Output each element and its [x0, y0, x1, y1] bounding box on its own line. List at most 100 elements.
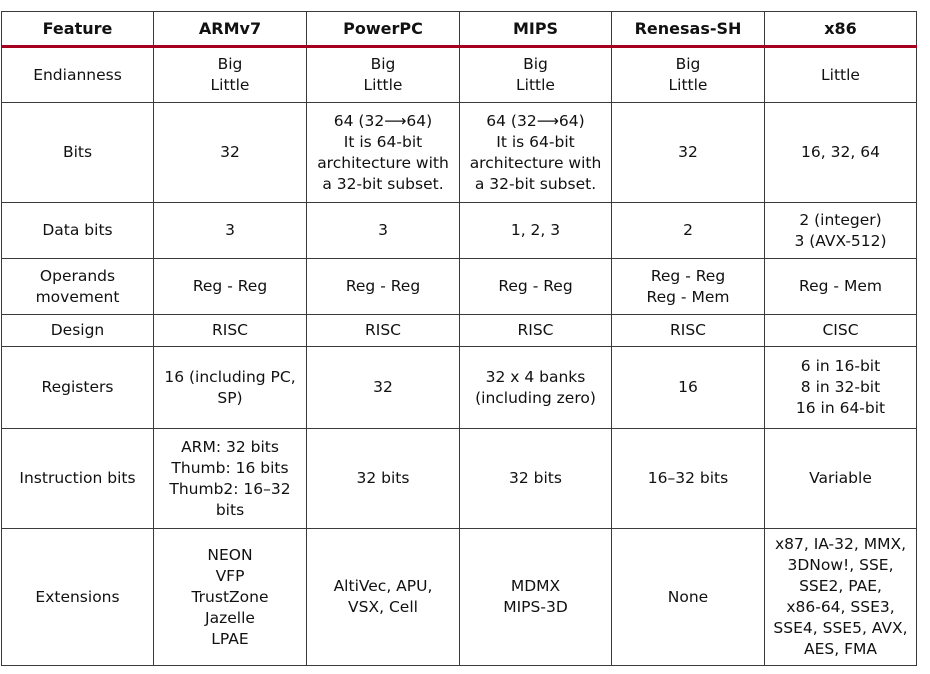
value-cell: 64 (32⟶64) It is 64-bit architecture with a… [306, 102, 460, 203]
cell-text-line: Reg - Mem [646, 287, 730, 306]
column-header: x86 [764, 11, 917, 48]
cell-text-line: 16–32 bits [647, 469, 729, 487]
value-cell: 2 [611, 202, 765, 259]
cell-text-line: Bits [62, 143, 93, 161]
value-cell: Big Little [153, 46, 307, 103]
column-header: PowerPC [306, 11, 460, 48]
cell-text-line: Big [217, 55, 243, 73]
cell-text-line: TrustZone [191, 587, 269, 606]
value-cell: MDMX MIPS-3D [459, 528, 612, 666]
value-cell: AltiVec, APU, VSX, Cell [306, 528, 460, 666]
table-row: Endianness Big Little Big Little Big Little Big… [1, 46, 917, 103]
table-row: Instruction bits ARM: 32 bits Thumb: 16 bi… [1, 428, 917, 529]
cell-text-line: Reg - Mem [799, 277, 882, 295]
cell-text-line: bits [215, 500, 245, 519]
cell-text-line: 2 (integer) [799, 210, 882, 229]
value-cell: RISC [611, 314, 765, 347]
cell-text-line: Thumb: 16 bits [171, 458, 289, 477]
cell-text-line: a 32-bit subset. [322, 174, 444, 193]
cell-text-line: It is 64-bit [343, 132, 423, 151]
value-cell: Big Little [459, 46, 612, 103]
cell-text-line: Design [50, 321, 105, 339]
cell-text-line: NEON [207, 545, 253, 564]
value-cell: Variable [764, 428, 917, 529]
cell-text-line: LPAE [211, 629, 249, 648]
value-cell: Reg - Reg Reg - Mem [611, 258, 765, 315]
value-cell: 32 x 4 banks (including zero) [459, 346, 612, 429]
feature-cell: Bits [1, 102, 154, 203]
cell-text-line: 16 in 64-bit [795, 399, 886, 417]
cell-text-line: 3 [225, 221, 235, 239]
value-cell: RISC [306, 314, 460, 347]
cell-text-line: Variable [809, 469, 872, 487]
cell-text-line: 64 (32⟶64) [333, 111, 433, 130]
column-header: Renesas-SH [611, 11, 765, 48]
cell-text-line: Data bits [42, 221, 113, 239]
value-cell: 32 bits [306, 428, 460, 529]
value-cell: 32 [611, 102, 765, 203]
cell-text-line: AES, FMA [804, 640, 877, 658]
cell-text-line: MIPS-3D [503, 598, 568, 616]
cell-text-line: 32 bits [356, 469, 410, 487]
cell-text-line: Registers [41, 378, 114, 396]
isa-comparison-table: Feature ARMv7 PowerPC MIPS Renesas-SH x8… [1, 11, 917, 666]
cell-text-line: 2 [683, 221, 693, 239]
cell-text-line: Thumb2: 16–32 [169, 479, 291, 498]
value-cell: 6 in 16-bit 8 in 32-bit 16 in 64-bit [764, 346, 917, 429]
cell-text-line: Extensions [35, 587, 120, 606]
cell-text-line: 3DNow!, SSE, [787, 556, 894, 574]
cell-text-line: 1, 2, 3 [510, 221, 561, 239]
table-row: Operands movement Reg - Reg Reg - Reg Reg - … [1, 258, 917, 315]
value-cell: Reg - Reg [153, 258, 307, 315]
cell-text-line: 16 (including PC, [164, 367, 296, 386]
feature-cell: Endianness [1, 46, 154, 103]
cell-text-line: 32 [678, 143, 698, 161]
cell-text-line: Operands [39, 266, 116, 285]
cell-text-line: Instruction bits [19, 469, 136, 487]
column-header: Feature [1, 11, 154, 48]
value-cell: Big Little [306, 46, 460, 103]
cell-text-line: CISC [822, 321, 859, 339]
cell-text-line: RISC [211, 321, 248, 339]
value-cell: None [611, 528, 765, 666]
value-cell: 32 [306, 346, 460, 429]
column-header: MIPS [459, 11, 612, 48]
column-header: ARMv7 [153, 11, 307, 48]
value-cell: RISC [153, 314, 307, 347]
cell-text-line: Endianness [33, 65, 122, 84]
value-cell: Little [764, 46, 917, 103]
cell-text-line: 8 in 32-bit [800, 378, 881, 396]
value-cell: 2 (integer) 3 (AVX-512) [764, 202, 917, 259]
value-cell: Reg - Reg [459, 258, 612, 315]
cell-text-line: Reg - Reg [498, 277, 573, 295]
value-cell: CISC [764, 314, 917, 347]
value-cell: 32 bits [459, 428, 612, 529]
table-row: Data bits 3 3 1, 2, 3 2 2 (integer) 3 (AVX-512… [1, 202, 917, 259]
cell-text-line: 3 [378, 221, 388, 239]
cell-text-line: Reg - Reg [345, 277, 421, 295]
cell-text-line: 64 (32⟶64) [486, 111, 585, 130]
value-cell: 16 [611, 346, 765, 429]
cell-text-line: Big [675, 55, 701, 73]
cell-text-line: RISC [364, 321, 401, 339]
cell-text-line: Reg - Reg [192, 277, 268, 295]
cell-text-line: 3 (AVX-512) [794, 231, 887, 250]
value-cell: 1, 2, 3 [459, 202, 612, 259]
feature-cell: Instruction bits [1, 428, 154, 529]
cell-text-line: Little [516, 76, 555, 94]
cell-text-line: architecture with [469, 153, 602, 172]
cell-text-line: None [667, 587, 709, 606]
cell-text-line: AltiVec, APU, [333, 577, 433, 595]
cell-text-line: x87, IA-32, MMX, [774, 535, 907, 553]
cell-text-line: ARM: 32 bits [181, 437, 279, 456]
cell-text-line: (including zero) [475, 388, 596, 407]
cell-text-line: 32 [220, 143, 240, 161]
cell-text-line: movement [35, 287, 120, 306]
cell-text-line: 32 x 4 banks [485, 367, 586, 386]
cell-text-line: 16 [678, 378, 698, 396]
value-cell: Reg - Reg [306, 258, 460, 315]
cell-text-line: x86-64, SSE3, [786, 598, 895, 616]
value-cell: NEON VFP TrustZone Jazelle LPAE [153, 528, 307, 666]
cell-text-line: Little [821, 65, 860, 84]
table-row: Bits 32 64 (32⟶64) It is 64-bit architecture… [1, 102, 917, 203]
